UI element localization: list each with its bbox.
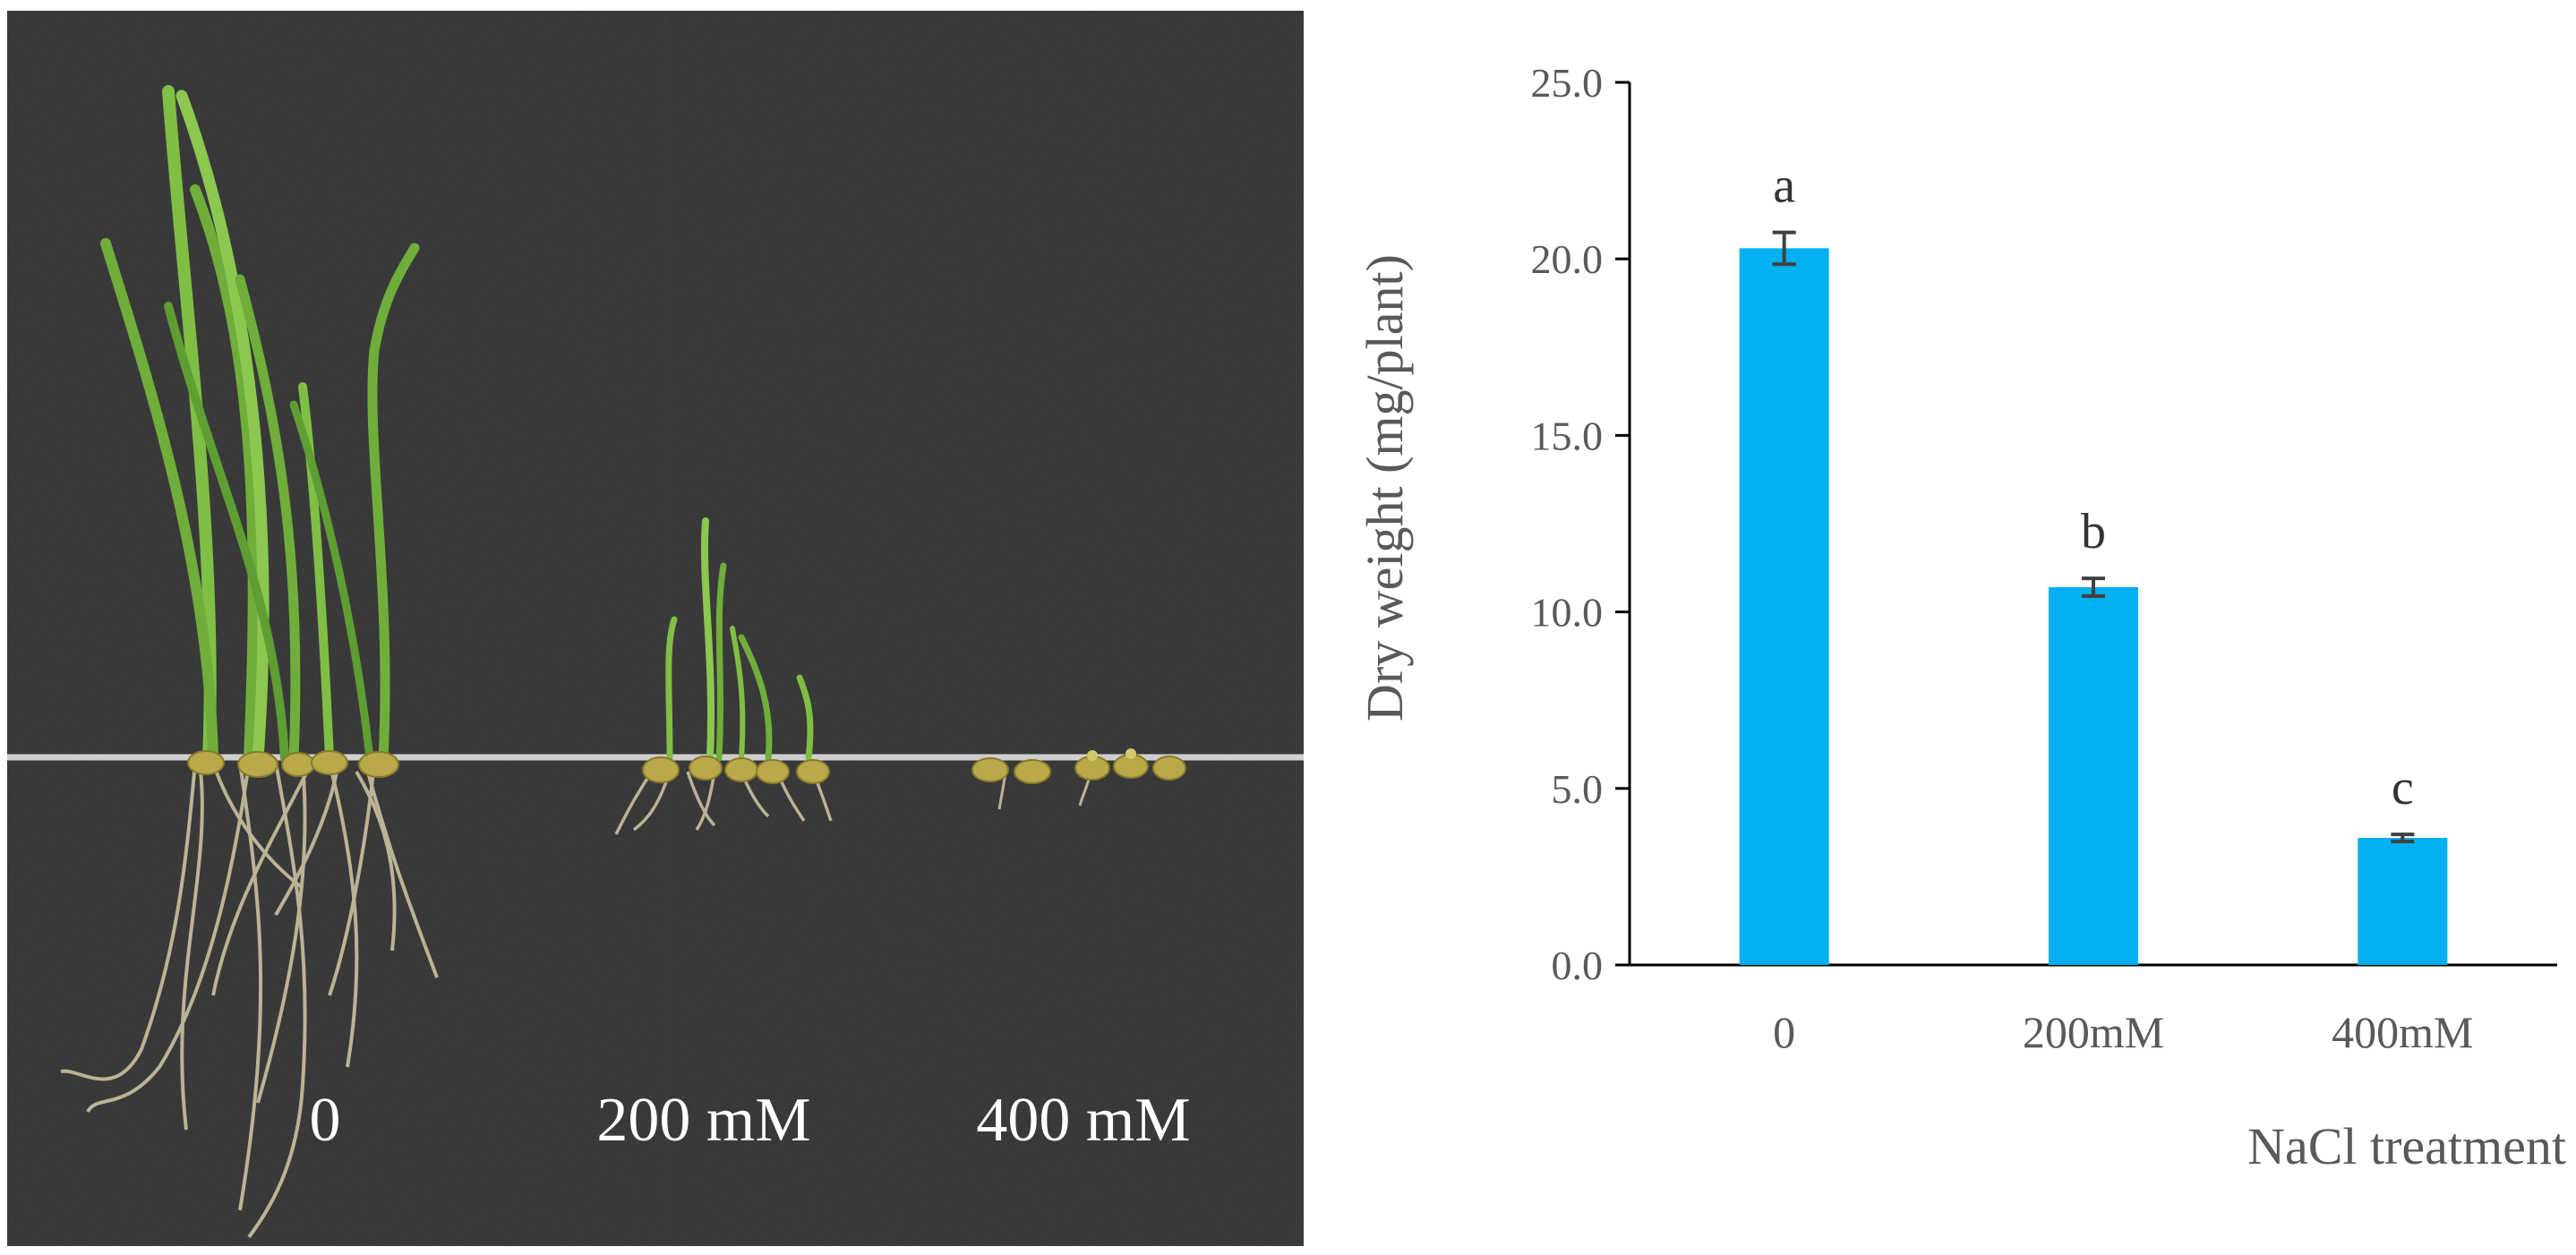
y-axis: 0.0 5.0 10.0 15.0 20.0 25.0 (1531, 60, 1631, 988)
chart-labels: a b c (1773, 158, 2414, 815)
x-axis: 0 200mM 400mM (1630, 963, 2557, 1057)
y-tick-label: 15.0 (1531, 413, 1604, 458)
seedlings-control (60, 85, 439, 1239)
x-axis-label: NaCl treatment (2247, 1117, 2566, 1175)
photo-label-400mm: 400 mM (976, 1086, 1190, 1155)
significance-letter: b (2081, 504, 2106, 559)
dry-weight-bar-chart: 0.0 5.0 10.0 15.0 20.0 25.0 0 200mM 400mM a b c D… (1356, 60, 2566, 1175)
y-tick-label: 20.0 (1531, 236, 1604, 282)
photo-label-control: 0 (310, 1086, 341, 1155)
x-tick-label: 400mM (2332, 1007, 2473, 1057)
y-axis-label: Dry weight (mg/plant) (1356, 254, 1414, 721)
bar (2358, 838, 2448, 965)
bar (1739, 248, 1829, 965)
seedlings-200mm (614, 517, 833, 835)
y-tick-label: 10.0 (1531, 590, 1604, 636)
photo-label-200mm: 200 mM (596, 1086, 810, 1155)
significance-letter: a (1773, 158, 1795, 214)
x-tick-label: 0 (1773, 1007, 1795, 1057)
y-tick-label: 5.0 (1552, 766, 1604, 812)
y-tick-label: 25.0 (1531, 60, 1604, 106)
y-tick-label: 0.0 (1552, 943, 1604, 988)
seedling-photo: 0 200 mM 400 mM (7, 11, 1304, 1246)
bar (2049, 586, 2138, 965)
seedlings-400mm (971, 748, 1186, 810)
x-tick-label: 200mM (2023, 1007, 2164, 1057)
significance-letter: c (2392, 760, 2414, 815)
bars (1739, 230, 2448, 965)
